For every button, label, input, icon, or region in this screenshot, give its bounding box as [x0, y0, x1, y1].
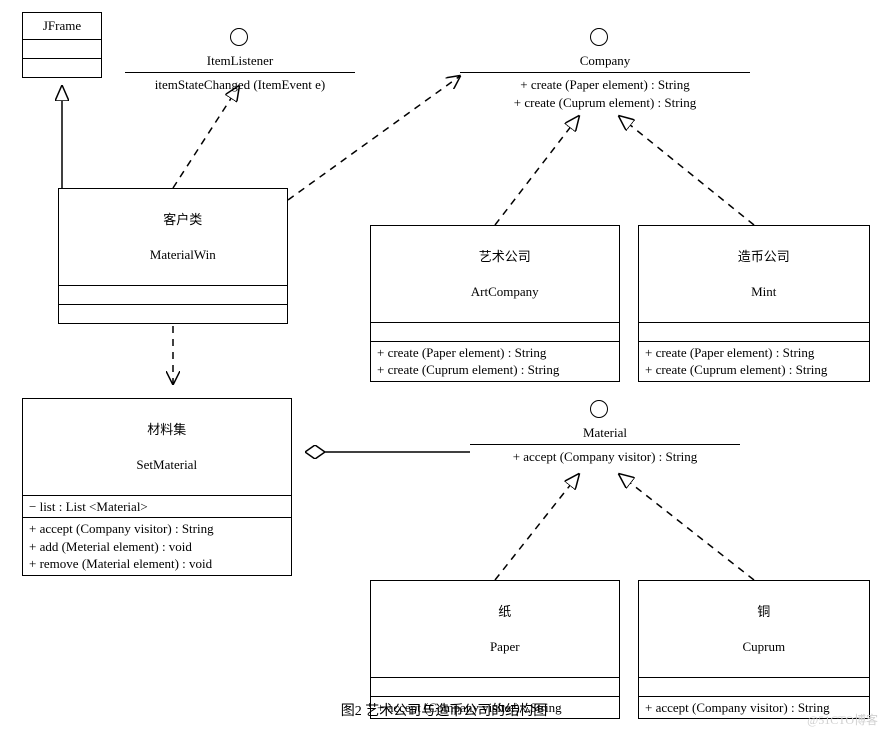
edge-e-art-real — [495, 116, 579, 225]
class-attrs — [639, 677, 869, 696]
class-mint: 造币公司 Mint + create (Paper element) : Str… — [638, 225, 870, 382]
interface-ops-itemlistener: itemStateChanged (ItemEvent e) — [125, 76, 355, 94]
title-cn: 艺术公司 — [479, 249, 531, 264]
interface-label-company: Company — [460, 52, 750, 70]
class-attrs: − list : List <Material> — [23, 495, 291, 518]
class-title: 材料集 SetMaterial — [23, 399, 291, 495]
class-attrs — [371, 677, 619, 696]
edge-e-mint-real — [619, 116, 754, 225]
title-cn: 纸 — [498, 604, 511, 619]
interface-line-itemlistener — [125, 72, 355, 73]
edge-e-co-dep — [288, 76, 460, 200]
title-cn: 材料集 — [147, 422, 186, 437]
class-title: JFrame — [23, 13, 101, 39]
title-cn: 铜 — [757, 604, 770, 619]
edge-e-cuprum-real — [619, 474, 754, 580]
iface-ops: + accept (Company visitor) : String — [513, 449, 698, 464]
interface-label-material: Material — [470, 424, 740, 442]
uml-class-diagram: JFrame 客户类 MaterialWin 材料集 SetMaterial −… — [0, 0, 888, 738]
iface-ops: + create (Paper element) : String + crea… — [514, 77, 696, 110]
title-en: MaterialWin — [150, 247, 216, 262]
class-cuprum: 铜 Cuprum + accept (Company visitor) : St… — [638, 580, 870, 719]
interface-ops-material: + accept (Company visitor) : String — [470, 448, 740, 466]
watermark: @51CTO博客 — [807, 711, 878, 728]
edge-e-il-real — [173, 86, 239, 188]
class-artcompany: 艺术公司 ArtCompany + create (Paper element)… — [370, 225, 620, 382]
class-ops — [59, 304, 287, 323]
class-title: 纸 Paper — [371, 581, 619, 677]
interface-circle-material — [590, 400, 608, 418]
edge-e-paper-real — [495, 474, 579, 580]
class-title: 客户类 MaterialWin — [59, 189, 287, 285]
title-cn: 客户类 — [163, 212, 202, 227]
class-paper: 纸 Paper + accept (Company visitor) : Str… — [370, 580, 620, 719]
class-attrs — [59, 285, 287, 304]
class-attrs — [639, 322, 869, 341]
iface-name: Company — [580, 53, 631, 68]
interface-label-itemlistener: ItemListener — [125, 52, 355, 70]
class-ops: + create (Paper element) : String + crea… — [639, 341, 869, 381]
title-en: ArtCompany — [471, 284, 539, 299]
class-setmaterial: 材料集 SetMaterial − list : List <Material>… — [22, 398, 292, 576]
interface-circle-itemlistener — [230, 28, 248, 46]
interface-line-company — [460, 72, 750, 73]
title-en: SetMaterial — [136, 457, 197, 472]
title-cn: 造币公司 — [738, 249, 790, 264]
class-title: 造币公司 Mint — [639, 226, 869, 322]
interface-ops-company: + create (Paper element) : String + crea… — [460, 76, 750, 111]
class-title: 铜 Cuprum — [639, 581, 869, 677]
class-jframe: JFrame — [22, 12, 102, 78]
figure-caption: 图2 艺术公司与造币公司的结构图 — [0, 700, 888, 720]
title-en: Cuprum — [742, 639, 785, 654]
class-title: 艺术公司 ArtCompany — [371, 226, 619, 322]
iface-name: Material — [583, 425, 627, 440]
class-materialwin: 客户类 MaterialWin — [58, 188, 288, 324]
iface-name: ItemListener — [207, 53, 273, 68]
class-attrs — [371, 322, 619, 341]
class-ops — [23, 58, 101, 77]
class-ops: + accept (Company visitor) : String + ad… — [23, 517, 291, 575]
title-en: Mint — [751, 284, 776, 299]
class-attrs — [23, 39, 101, 58]
interface-line-material — [470, 444, 740, 445]
interface-circle-company — [590, 28, 608, 46]
iface-ops: itemStateChanged (ItemEvent e) — [155, 77, 325, 92]
title-en: Paper — [490, 639, 520, 654]
class-ops: + create (Paper element) : String + crea… — [371, 341, 619, 381]
